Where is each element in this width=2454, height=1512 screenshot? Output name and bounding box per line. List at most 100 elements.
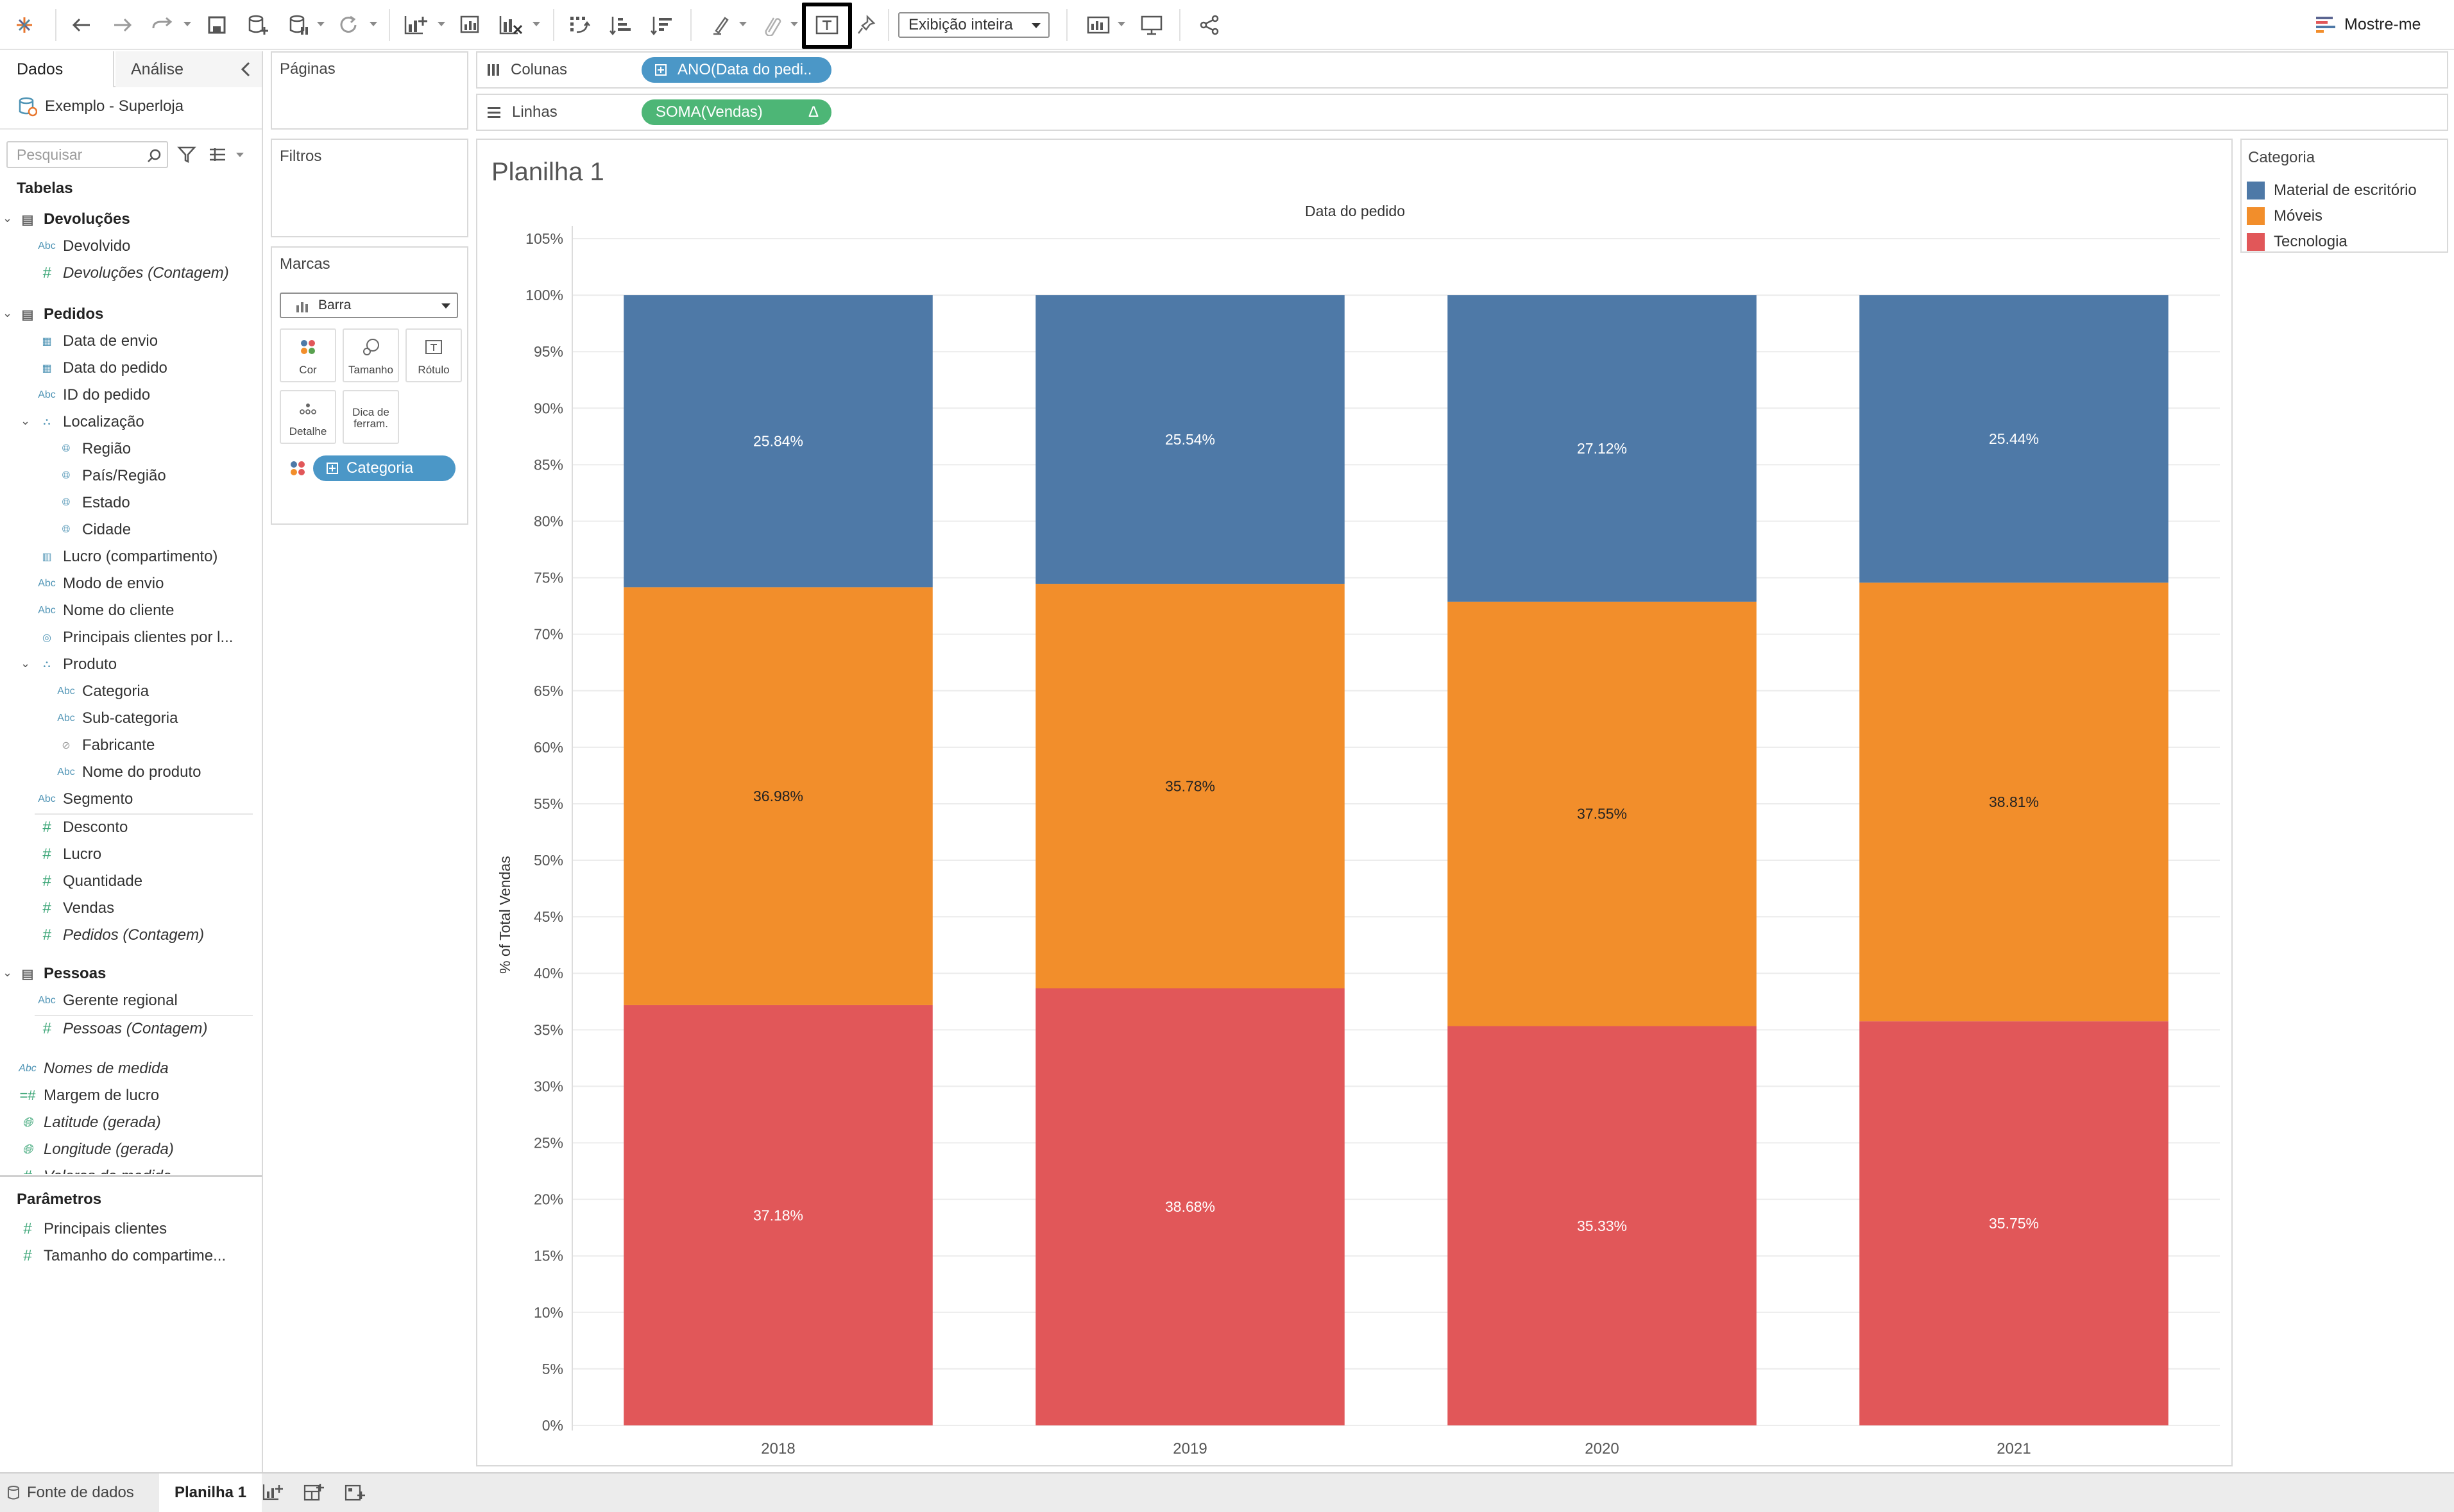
y-tick-label: 80% — [534, 513, 563, 529]
chevron-down-icon[interactable]: ⌄ — [3, 212, 13, 225]
duplicate-sheet-icon[interactable] — [456, 9, 484, 41]
tableau-logo-icon[interactable] — [12, 9, 37, 41]
field-quantidade[interactable]: # Quantidade — [37, 869, 142, 894]
rows-shelf[interactable]: Linhas SOMA(Vendas) Δ — [476, 94, 2448, 131]
size-mark-button[interactable]: Tamanho — [343, 328, 399, 382]
view-options-icon[interactable] — [208, 146, 227, 163]
field-nome-cliente[interactable]: Abc Nome do cliente — [37, 598, 174, 624]
color-pill-categoria[interactable]: Categoria — [313, 455, 456, 481]
sort-ascending-icon[interactable] — [607, 9, 635, 41]
columns-pill[interactable]: ANO(Data do pedi.. — [642, 57, 831, 83]
group-icon[interactable] — [760, 9, 785, 41]
field-estado[interactable]: 🌐︎ Estado — [56, 490, 130, 516]
field-devolvido[interactable]: Abc Devolvido — [37, 234, 130, 259]
mark-type-dropdown[interactable]: Barra — [280, 293, 458, 318]
field-segmento[interactable]: Abc Segmento — [37, 786, 133, 812]
field-label: Valores de medida — [44, 1168, 171, 1174]
collapse-pane-icon[interactable] — [239, 60, 254, 78]
field-pais-regiao[interactable]: 🌐︎ País/Região — [56, 463, 166, 489]
redo-icon[interactable] — [109, 9, 136, 41]
table-devolucoes-label: Devoluções — [44, 210, 130, 228]
filters-shelf[interactable]: Filtros — [271, 139, 468, 237]
tab-analysis[interactable]: Análise — [115, 51, 262, 87]
fit-mode-dropdown[interactable]: Exibição inteira — [898, 12, 1050, 38]
field-longitude[interactable]: 🌐︎ Longitude (gerada) — [18, 1137, 174, 1162]
tooltip-mark-button[interactable]: Dica de ferram. — [343, 390, 399, 444]
save-icon[interactable] — [204, 9, 230, 41]
rows-pill[interactable]: SOMA(Vendas) Δ — [642, 99, 831, 125]
chevron-down-icon[interactable]: ⌄ — [3, 307, 13, 319]
field-cidade[interactable]: 🌐︎ Cidade — [56, 517, 131, 543]
field-lucro-compartimento[interactable]: ▥ Lucro (compartimento) — [37, 544, 217, 570]
undo-icon[interactable] — [68, 9, 95, 41]
field-modo-envio[interactable]: Abc Modo de envio — [37, 571, 164, 597]
chevron-down-icon[interactable]: ⌄ — [21, 414, 31, 427]
legend-item[interactable]: Material de escritório — [2247, 180, 2417, 201]
tab-data[interactable]: Dados — [0, 51, 114, 87]
show-labels-icon[interactable] — [810, 9, 844, 41]
field-sub-categoria[interactable]: Abc Sub-categoria — [56, 706, 178, 731]
filter-icon[interactable] — [177, 145, 196, 164]
field-principais-clientes[interactable]: ◎ Principais clientes por l... — [37, 625, 233, 650]
field-gerente-regional[interactable]: Abc Gerente regional — [37, 988, 178, 1014]
pin-icon[interactable] — [853, 9, 879, 41]
pause-updates-icon[interactable] — [286, 9, 312, 41]
table-pedidos[interactable]: ▤ Pedidos — [18, 302, 104, 327]
highlight-icon[interactable] — [708, 9, 734, 41]
tab-sheet-1[interactable]: Planilha 1 — [159, 1474, 262, 1512]
field-desconto[interactable]: # Desconto — [37, 815, 128, 840]
share-icon[interactable] — [1196, 9, 1223, 41]
field-lucro[interactable]: # Lucro — [37, 842, 101, 867]
field-regiao[interactable]: 🌐︎ Região — [56, 436, 131, 462]
search-input[interactable]: Pesquisar — [6, 141, 168, 168]
stacked-bar-chart: 0% 5% 10% 15% 20% 25% 30% 35% 40% 45% 50% 55% 60% 65%… — [525, 226, 2220, 1457]
detail-mark-button[interactable]: Detalhe — [280, 390, 336, 444]
new-worksheet-icon[interactable] — [402, 9, 430, 41]
field-data-envio[interactable]: ▦ Data de envio — [37, 328, 158, 354]
sort-descending-icon[interactable] — [648, 9, 676, 41]
swap-icon[interactable] — [566, 9, 594, 41]
clear-sheet-icon[interactable] — [497, 9, 525, 41]
new-story-icon[interactable] — [344, 1482, 366, 1503]
legend-item[interactable]: Móveis — [2247, 205, 2322, 227]
field-data-pedido[interactable]: ▦ Data do pedido — [37, 355, 167, 381]
new-dashboard-icon[interactable] — [303, 1482, 325, 1503]
label-mark-button[interactable]: Rótulo — [405, 328, 462, 382]
field-devolucoes-contagem[interactable]: # Devoluções (Contagem) — [37, 260, 228, 286]
field-margem-lucro[interactable]: =# Margem de lucro — [18, 1083, 159, 1109]
field-nomes-medida[interactable]: Abc Nomes de medida — [18, 1056, 169, 1082]
field-id-pedido[interactable]: Abc ID do pedido — [37, 382, 150, 408]
field-pessoas-contagem[interactable]: # Pessoas (Contagem) — [37, 1016, 207, 1042]
field-fabricante[interactable]: ⊘ Fabricante — [56, 733, 155, 758]
pages-shelf[interactable]: Páginas — [271, 51, 468, 130]
datasource-item[interactable]: Exemplo - Superloja — [18, 94, 183, 119]
field-latitude[interactable]: 🌐︎ Latitude (gerada) — [18, 1110, 161, 1135]
chevron-down-icon[interactable]: ⌄ — [21, 657, 31, 670]
table-pessoas[interactable]: ▤ Pessoas — [18, 961, 107, 987]
replay-icon[interactable] — [149, 9, 178, 41]
chart-type-icon[interactable] — [1084, 9, 1114, 41]
field-nome-produto[interactable]: Abc Nome do produto — [56, 760, 201, 785]
chevron-down-icon[interactable]: ⌄ — [3, 966, 13, 979]
param-principais-clientes[interactable]: # Principais clientes — [18, 1216, 167, 1242]
legend-item[interactable]: Tecnologia — [2247, 231, 2347, 253]
field-valores-medida[interactable]: # Valores de medida — [18, 1164, 171, 1174]
param-tamanho-compartimento[interactable]: # Tamanho do compartime... — [18, 1243, 226, 1269]
field-produto[interactable]: ⛬ Produto — [37, 652, 117, 677]
columns-shelf[interactable]: Colunas ANO(Data do pedi.. — [476, 51, 2448, 89]
field-categoria[interactable]: Abc Categoria — [56, 679, 149, 704]
color-mark-button[interactable]: Cor — [280, 328, 336, 382]
tab-datasource[interactable]: Fonte de dados — [6, 1474, 134, 1512]
field-vendas[interactable]: # Vendas — [37, 896, 114, 921]
table-devolucoes[interactable]: ▤ Devoluções — [18, 207, 130, 232]
show-me-button[interactable]: Mostre-me — [2315, 12, 2421, 37]
number-type-icon: # — [42, 264, 51, 282]
bar-segment — [1859, 582, 2169, 1022]
field-pedidos-contagem[interactable]: # Pedidos (Contagem) — [37, 922, 204, 948]
new-worksheet-icon[interactable] — [262, 1482, 284, 1503]
refresh-icon[interactable] — [335, 9, 362, 41]
presentation-icon[interactable] — [1137, 9, 1166, 41]
marks-card: Marcas Barra Cor Tamanho Rótulo Detalhe … — [271, 246, 468, 525]
field-localizacao[interactable]: ⛬ Localização — [37, 409, 144, 435]
new-datasource-icon[interactable] — [245, 9, 271, 41]
